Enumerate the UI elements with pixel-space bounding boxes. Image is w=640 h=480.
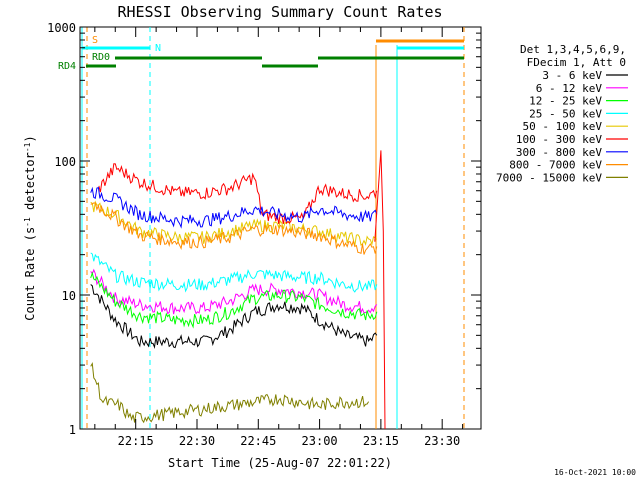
chart-title: RHESSI Observing Summary Count Rates xyxy=(117,3,442,21)
y-tick-label: 100 xyxy=(54,155,76,169)
series-line xyxy=(90,252,378,293)
series-line xyxy=(90,186,378,229)
legend-entry: 7000 - 15000 keV xyxy=(496,171,602,184)
x-tick-label: 23:15 xyxy=(363,434,399,448)
legend-entry: 100 - 300 keV xyxy=(516,133,602,146)
x-axis-label: Start Time (25-Aug-07 22:01:22) xyxy=(168,456,392,470)
plot-frame xyxy=(79,26,482,430)
x-tick-label: 23:00 xyxy=(302,434,338,448)
legend-entry: 3 - 6 keV xyxy=(542,69,602,82)
y-tick-label: 1 xyxy=(69,423,76,437)
y-axis-label: Count Rate (s-1 detector-1) xyxy=(23,135,37,320)
legend-entry: 25 - 50 keV xyxy=(529,107,602,120)
legend-entry: 6 - 12 keV xyxy=(536,82,603,95)
series-line xyxy=(98,163,378,224)
legend-entry: 50 - 100 keV xyxy=(523,120,603,133)
series-line xyxy=(90,362,370,424)
flare-spike xyxy=(374,150,386,430)
legend-header: FDecim 1, Att 0 xyxy=(527,56,626,69)
flag-label: RD4 xyxy=(58,61,76,72)
y-tick-label: 1000 xyxy=(47,21,76,35)
legend-entry: 12 - 25 keV xyxy=(529,95,602,108)
series-line xyxy=(90,202,378,255)
y-tick-label: 10 xyxy=(62,289,76,303)
flag-label: RD0 xyxy=(92,52,110,63)
x-tick-label: 22:15 xyxy=(118,434,154,448)
legend-entry: 800 - 7000 keV xyxy=(509,159,602,172)
flag-label: S xyxy=(92,35,98,46)
flag-label: N xyxy=(155,43,161,54)
legend-entry: 300 - 800 keV xyxy=(516,146,602,159)
legend-header: Det 1,3,4,5,6,9, xyxy=(520,43,626,56)
series-line xyxy=(90,200,378,247)
series-line xyxy=(90,268,378,315)
footer-date: 16-Oct-2021 10:00 xyxy=(554,468,636,477)
x-tick-label: 22:30 xyxy=(179,434,215,448)
series-line xyxy=(90,271,378,329)
series-line xyxy=(90,284,378,350)
x-tick-label: 23:30 xyxy=(424,434,460,448)
x-tick-label: 22:45 xyxy=(240,434,276,448)
